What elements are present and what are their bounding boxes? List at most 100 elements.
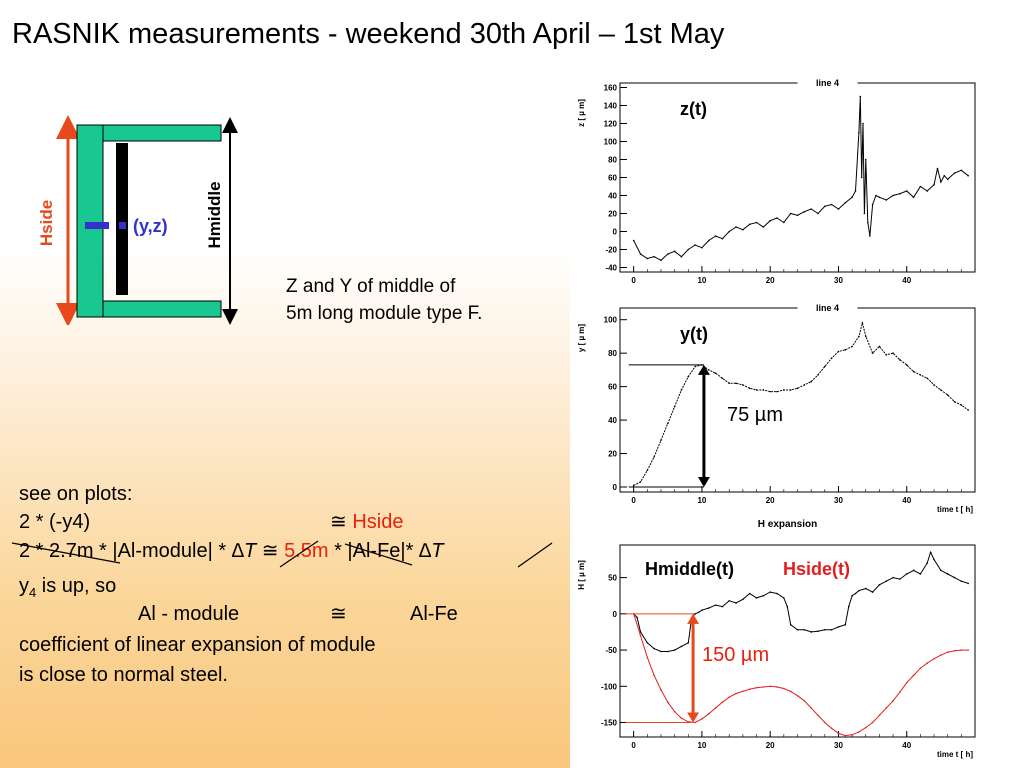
data-point bbox=[860, 176, 863, 179]
delta-arrow-head-bottom bbox=[687, 712, 700, 723]
data-point bbox=[660, 259, 662, 262]
chart-h: 0 10 20 30 40 -150 -100 -50 0 50 H [ µ m] time t [ … bbox=[577, 544, 976, 759]
data-point bbox=[905, 573, 908, 575]
hside-text: Hside bbox=[352, 511, 404, 533]
x-tick-label: 20 bbox=[766, 741, 775, 750]
data-point bbox=[803, 384, 806, 386]
data-point bbox=[701, 718, 703, 720]
module-top-flange bbox=[102, 124, 222, 142]
data-point bbox=[946, 573, 949, 575]
data-point bbox=[926, 190, 929, 192]
data-point bbox=[847, 605, 850, 608]
point-marker-right bbox=[119, 222, 126, 229]
data-point bbox=[953, 649, 956, 652]
description-line2: 5m long module type F. bbox=[286, 303, 483, 324]
data-point bbox=[776, 390, 778, 393]
data-point bbox=[796, 214, 799, 217]
data-point bbox=[796, 628, 799, 631]
data-point bbox=[864, 158, 867, 161]
data-point bbox=[912, 674, 915, 677]
data-point bbox=[933, 384, 935, 386]
data-point bbox=[837, 208, 840, 210]
x-tick-label: 0 bbox=[631, 496, 636, 505]
approx-symbol-2: ≅ bbox=[261, 540, 279, 562]
data-point bbox=[837, 732, 840, 735]
delta-arrow-head-top bbox=[687, 613, 700, 624]
data-point bbox=[933, 657, 935, 660]
data-point bbox=[871, 591, 874, 593]
data-point bbox=[660, 689, 662, 691]
data-point bbox=[755, 221, 758, 224]
series-label: y(t) bbox=[680, 324, 708, 344]
y-tick-label: 40 bbox=[608, 416, 617, 425]
data-point bbox=[946, 651, 949, 654]
data-point bbox=[864, 587, 867, 590]
data-point bbox=[824, 721, 826, 724]
data-point bbox=[905, 681, 908, 684]
data-point bbox=[796, 387, 799, 390]
y-tick-label: -150 bbox=[601, 719, 618, 728]
x-tick-label: 10 bbox=[697, 496, 706, 505]
data-point bbox=[844, 349, 847, 351]
data-point bbox=[830, 727, 833, 730]
series-label: z(t) bbox=[680, 99, 707, 119]
data-point bbox=[929, 551, 932, 554]
data-point bbox=[673, 710, 676, 713]
data-point bbox=[789, 389, 792, 391]
data-point bbox=[714, 604, 717, 606]
approx-symbol: ≅ bbox=[330, 511, 347, 533]
data-point bbox=[803, 628, 806, 631]
data-point bbox=[892, 352, 894, 354]
x-tick-label: 30 bbox=[834, 496, 843, 505]
data-point bbox=[940, 389, 942, 391]
y-tick-label: 80 bbox=[608, 349, 617, 358]
data-point bbox=[776, 686, 778, 688]
hmiddle-label: Hmiddle bbox=[205, 181, 224, 248]
data-point bbox=[728, 382, 731, 385]
data-point bbox=[912, 196, 915, 199]
data-point bbox=[960, 649, 963, 651]
data-point bbox=[878, 584, 881, 586]
data-point bbox=[783, 221, 785, 224]
notes-line2-left: 2 * (-y4) bbox=[19, 511, 91, 533]
plot-frame bbox=[619, 544, 976, 738]
notes-line4-a: y bbox=[19, 575, 29, 597]
notes-line5-right: Al-Fe bbox=[410, 603, 458, 625]
series-label-hside: Hside(t) bbox=[783, 559, 850, 579]
data-point bbox=[919, 374, 922, 376]
data-point bbox=[735, 226, 737, 228]
data-point bbox=[899, 192, 901, 195]
delta-t-2: ∆T bbox=[418, 540, 444, 562]
data-point bbox=[936, 167, 939, 170]
data-point bbox=[960, 404, 963, 406]
data-point bbox=[687, 375, 690, 378]
y-tick-label: 80 bbox=[608, 156, 617, 165]
data-point bbox=[837, 350, 840, 353]
data-point bbox=[824, 628, 826, 631]
data-point bbox=[694, 244, 696, 246]
data-point bbox=[892, 194, 894, 197]
data-point bbox=[864, 335, 867, 338]
y-delta-annotation: 75 µm bbox=[727, 404, 783, 426]
data-point bbox=[926, 562, 929, 564]
x-tick-label: 30 bbox=[834, 741, 843, 750]
notes-line6: coefficient of linear expansion of modul… bbox=[19, 634, 376, 656]
module-bottom-flange bbox=[102, 300, 222, 318]
data-point bbox=[660, 439, 662, 441]
data-point bbox=[810, 631, 812, 633]
data-point bbox=[878, 714, 881, 717]
data-point bbox=[851, 594, 853, 597]
data-point bbox=[803, 699, 806, 702]
x-tick-label: 0 bbox=[631, 276, 636, 285]
data-point bbox=[697, 611, 700, 614]
data-point bbox=[769, 390, 771, 393]
data-point bbox=[851, 734, 853, 736]
middle-bar bbox=[116, 143, 128, 295]
x-tick-label: 20 bbox=[766, 496, 775, 505]
data-point bbox=[636, 616, 638, 619]
notes-line4-sub: 4 bbox=[29, 585, 37, 600]
data-point bbox=[769, 685, 771, 688]
title-box bbox=[797, 77, 858, 89]
data-point bbox=[714, 707, 717, 709]
data-point bbox=[919, 573, 922, 575]
